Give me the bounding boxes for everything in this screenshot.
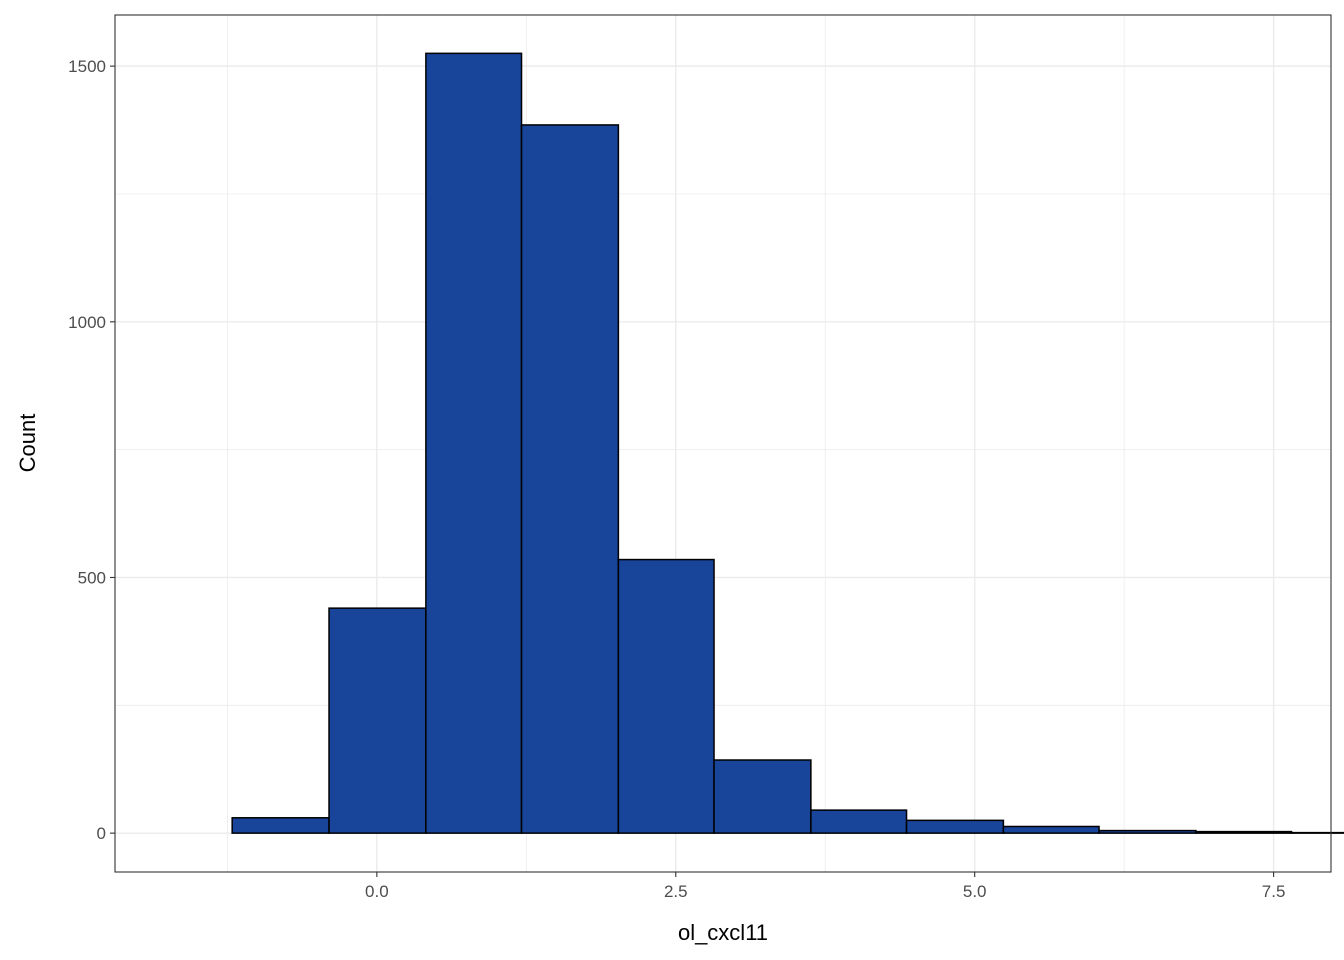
y-tick-label: 0 xyxy=(97,824,106,843)
y-tick-label: 500 xyxy=(78,568,106,587)
histogram-bar xyxy=(520,124,620,834)
x-tick-label: 2.5 xyxy=(664,882,688,901)
histogram-bar xyxy=(1002,825,1100,834)
histogram-bar xyxy=(810,809,908,834)
histogram-bar xyxy=(1098,829,1197,834)
x-tick-label: 7.5 xyxy=(1262,882,1286,901)
x-axis-title: ol_cxcl11 xyxy=(678,920,768,945)
histogram-bars xyxy=(231,52,1344,834)
plot-background xyxy=(115,15,1331,872)
histogram-bar xyxy=(713,759,812,834)
histogram-bar xyxy=(1195,830,1293,834)
histogram-bar xyxy=(905,819,1005,834)
histogram-bar xyxy=(617,558,715,834)
y-axis-title: Count xyxy=(15,414,40,473)
x-tick-label: 5.0 xyxy=(963,882,987,901)
axis-ticks: 0.0 2.5 5.0 7.5 0 500 1000 1500 xyxy=(68,57,1285,901)
panel-border xyxy=(114,14,1332,873)
x-tick-label: 0.0 xyxy=(365,882,389,901)
y-tick-label: 1500 xyxy=(68,57,106,76)
histogram-bar xyxy=(425,52,523,834)
histogram-bar xyxy=(328,607,427,834)
histogram-bar xyxy=(1290,831,1344,834)
histogram-bar xyxy=(231,817,330,834)
y-tick-label: 1000 xyxy=(68,313,106,332)
